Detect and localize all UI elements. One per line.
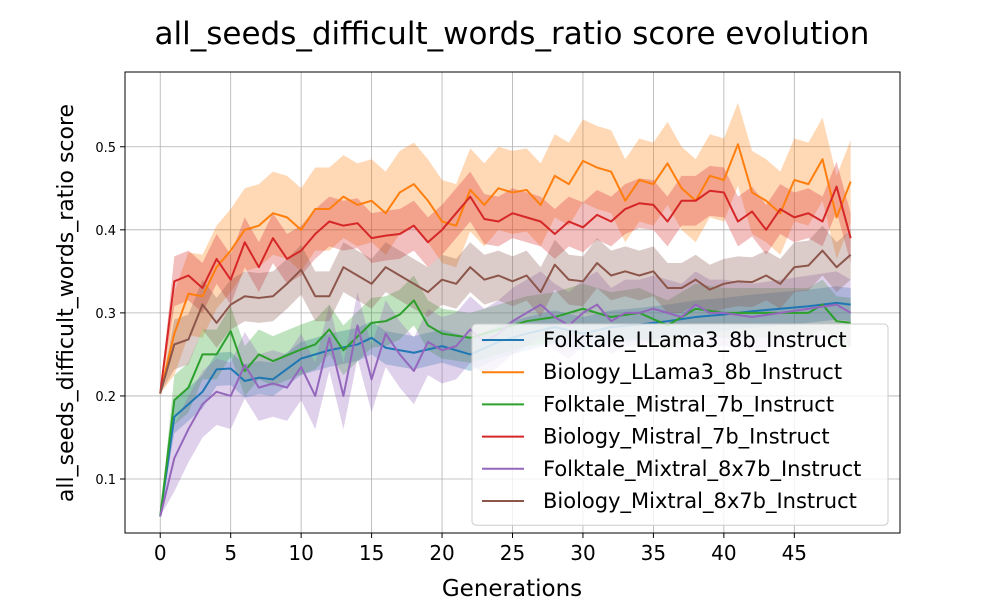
series-line-3 xyxy=(159,185,852,394)
x-tick-label: 25 xyxy=(500,541,525,565)
x-tick-label: 45 xyxy=(782,541,807,565)
x-tick-label: 20 xyxy=(429,541,454,565)
legend: Folktale_LLama3_8b_Instruct Biology_LLama… xyxy=(471,323,889,526)
legend-label-0: Folktale_LLama3_8b_Instruct xyxy=(543,328,847,353)
x-tick-label: 30 xyxy=(570,541,595,565)
legend-label-5: Biology_Mixtral_8x7b_Instruct xyxy=(543,489,857,514)
y-tick-label: 0.5 xyxy=(95,141,116,156)
series-line-5 xyxy=(159,249,852,394)
legend-label-1: Biology_LLama3_8b_Instruct xyxy=(543,360,842,385)
legend-label-2: Folktale_Mistral_7b_Instruct xyxy=(543,392,834,417)
x-axis-label: Generations xyxy=(442,576,582,600)
series-band-1 xyxy=(160,102,851,394)
series-line-1 xyxy=(159,143,852,394)
series-line-0 xyxy=(159,301,851,517)
chart-title: all_seeds_difficult_words_ratio score ev… xyxy=(155,16,870,52)
y-axis-label: all_seeds_difficult_words_ratio score xyxy=(54,104,79,502)
axis-ticks: 0 5 10 15 20 25 30 35 40 45 0.1 0.2 0.3 0.4 0.5 xyxy=(95,141,807,565)
y-tick-label: 0.4 xyxy=(95,224,116,239)
y-tick-label: 0.2 xyxy=(95,390,116,405)
x-tick-label: 5 xyxy=(224,541,237,565)
series-band-0 xyxy=(160,286,851,517)
series-band-5 xyxy=(160,225,851,394)
legend-label-3: Biology_Mistral_7b_Instruct xyxy=(543,425,830,450)
x-tick-label: 40 xyxy=(711,541,736,565)
series-line-2 xyxy=(159,299,851,517)
x-tick-label: 10 xyxy=(288,541,313,565)
y-tick-label: 0.3 xyxy=(95,307,116,322)
x-tick-label: 15 xyxy=(359,541,384,565)
x-tick-label: 35 xyxy=(641,541,666,565)
legend-box xyxy=(471,323,889,526)
series-band-3 xyxy=(160,161,851,394)
x-tick-label: 0 xyxy=(154,541,167,565)
legend-label-4: Folktale_Mixtral_8x7b_Instruct xyxy=(543,457,861,482)
y-tick-label: 0.1 xyxy=(95,473,116,488)
